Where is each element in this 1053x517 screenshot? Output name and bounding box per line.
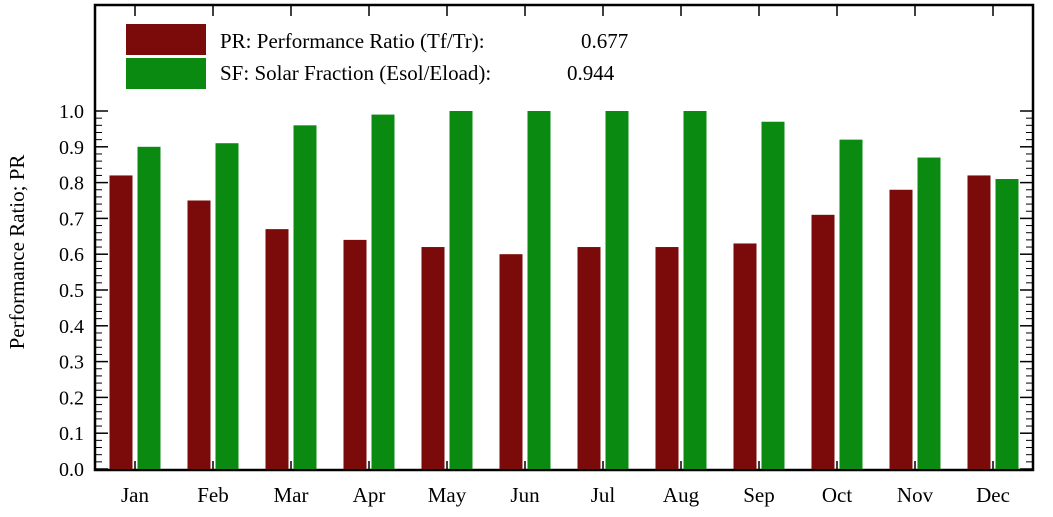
y-tick-label: 0.5: [59, 280, 84, 302]
plot-frame: [93, 3, 1035, 472]
bar-pr: [187, 200, 211, 469]
bar-pr: [655, 247, 679, 469]
x-tick-label: Sep: [743, 483, 775, 507]
y-tick-label: 0.2: [59, 387, 84, 409]
bar-sf: [917, 157, 941, 470]
x-tick-label: Oct: [822, 483, 852, 507]
legend: PR: Performance Ratio (Tf/Tr): 0.677 SF:…: [126, 24, 628, 89]
bar-sf: [995, 179, 1019, 469]
x-tick-label: Nov: [897, 483, 934, 507]
y-tick-label: 0.6: [59, 244, 84, 266]
legend-value-pr: 0.677: [581, 29, 628, 53]
bar-sf: [839, 139, 863, 469]
x-tick-label: Feb: [197, 483, 229, 507]
x-tick-label: Dec: [976, 483, 1010, 507]
legend-swatch-pr: [126, 24, 206, 55]
y-tick-labels: 0.0 0.1 0.2 0.3 0.4 0.5 0.6 0.7 0.8 0.9 1.0: [59, 101, 84, 481]
y-tick-label: 0.4: [59, 316, 84, 338]
legend-swatch-sf: [126, 58, 206, 89]
bar-sf: [527, 111, 551, 469]
bar-pr: [577, 247, 601, 469]
bar-pr: [733, 243, 757, 469]
x-tick-label: Jul: [591, 483, 616, 507]
bar-sf: [683, 111, 707, 469]
bar-pr: [499, 254, 523, 469]
axis-ticks: [96, 6, 1032, 470]
bar-sf: [761, 121, 785, 470]
x-tick-labels: Jan Feb Mar Apr May Jun Jul Aug Sep Oct Nov Dec: [121, 483, 1010, 507]
bar-pr: [889, 189, 913, 469]
y-tick-label: 0.3: [59, 352, 84, 374]
x-tick-label: Mar: [274, 483, 309, 507]
y-axis-title: Performance Ratio; PR: [5, 155, 29, 350]
y-tick-label: 0.8: [59, 173, 84, 195]
y-tick-label: 0.1: [59, 423, 84, 445]
bar-sf: [215, 143, 239, 469]
bar-pr: [265, 229, 289, 469]
x-tick-label: Jun: [510, 483, 540, 507]
bar-sf: [293, 125, 317, 469]
legend-label-sf: SF: Solar Fraction (Esol/Eload):: [220, 61, 491, 85]
bar-pr: [109, 175, 133, 469]
bars: [109, 111, 1019, 470]
x-tick-label: Jan: [121, 483, 149, 507]
bar-sf: [371, 114, 395, 469]
bar-sf: [605, 111, 629, 469]
y-tick-label: 0.7: [59, 208, 84, 230]
bar-pr: [421, 247, 445, 469]
y-tick-label: 0.0: [59, 459, 84, 481]
y-tick-label: 0.9: [59, 137, 84, 159]
y-tick-label: 1.0: [59, 101, 84, 123]
bar-pr: [343, 239, 367, 469]
bar-pr: [967, 175, 991, 469]
legend-label-pr: PR: Performance Ratio (Tf/Tr):: [220, 29, 485, 53]
x-tick-label: May: [428, 483, 467, 507]
x-tick-label: Aug: [663, 483, 700, 507]
bar-pr: [811, 214, 835, 469]
bar-sf: [449, 111, 473, 469]
bar-sf: [137, 146, 161, 470]
legend-value-sf: 0.944: [567, 61, 615, 85]
x-tick-label: Apr: [353, 483, 386, 507]
